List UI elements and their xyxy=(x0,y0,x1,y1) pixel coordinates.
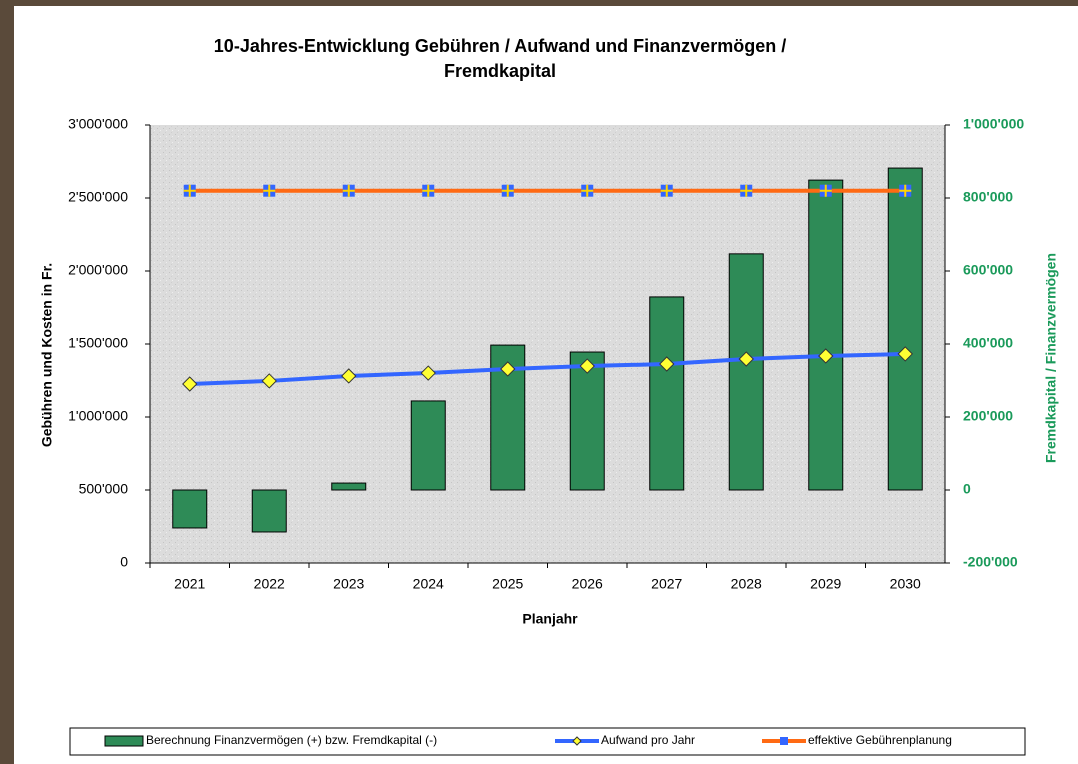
y2-tick-label: 800'000 xyxy=(963,189,1013,205)
legend-label: Aufwand pro Jahr xyxy=(601,733,695,747)
bar xyxy=(173,490,207,528)
y-tick-label: 0 xyxy=(120,554,128,570)
y2-tick-label: 200'000 xyxy=(963,408,1013,424)
y-tick-label: 1'500'000 xyxy=(68,335,128,351)
x-tick-label: 2023 xyxy=(333,576,364,592)
x-tick-label: 2024 xyxy=(413,576,444,592)
y-tick-label: 1'000'000 xyxy=(68,408,128,424)
chart-title-line2: Fremdkapital xyxy=(444,61,556,81)
bar xyxy=(252,490,286,532)
x-axis-title: Planjahr xyxy=(522,611,578,627)
y2-tick-label: 1'000'000 xyxy=(963,116,1024,132)
bar xyxy=(729,254,763,490)
y-axis-title: Gebühren und Kosten in Fr. xyxy=(39,263,55,447)
x-tick-label: 2021 xyxy=(174,576,205,592)
legend-marker xyxy=(780,737,788,745)
legend-label: Berechnung Finanzvermögen (+) bzw. Fremd… xyxy=(146,733,437,747)
x-tick-label: 2029 xyxy=(810,576,841,592)
y2-tick-label: 600'000 xyxy=(963,262,1013,278)
bar xyxy=(332,483,366,490)
x-tick-label: 2030 xyxy=(890,576,921,592)
y-tick-label: 500'000 xyxy=(79,481,129,497)
y-tick-label: 2'000'000 xyxy=(68,262,128,278)
y2-axis-title: Fremdkapital / Finanzvermögen xyxy=(1043,253,1059,463)
x-tick-label: 2022 xyxy=(254,576,285,592)
x-tick-label: 2026 xyxy=(572,576,603,592)
x-tick-label: 2027 xyxy=(651,576,682,592)
y2-tick-label: -200'000 xyxy=(963,554,1018,570)
legend-swatch xyxy=(105,736,143,746)
x-tick-label: 2028 xyxy=(731,576,762,592)
bar xyxy=(809,180,843,490)
bar xyxy=(411,401,445,490)
y-tick-label: 2'500'000 xyxy=(68,189,128,205)
legend-label: effektive Gebührenplanung xyxy=(808,733,952,747)
bar xyxy=(888,168,922,490)
y-tick-label: 3'000'000 xyxy=(68,116,128,132)
bar xyxy=(650,297,684,490)
chart-title: 10-Jahres-Entwicklung Gebühren / Aufwand… xyxy=(214,36,786,56)
y2-tick-label: 400'000 xyxy=(963,335,1013,351)
chart: 10-Jahres-Entwicklung Gebühren / Aufwand… xyxy=(0,0,1078,764)
y2-tick-label: 0 xyxy=(963,481,971,497)
x-tick-label: 2025 xyxy=(492,576,523,592)
